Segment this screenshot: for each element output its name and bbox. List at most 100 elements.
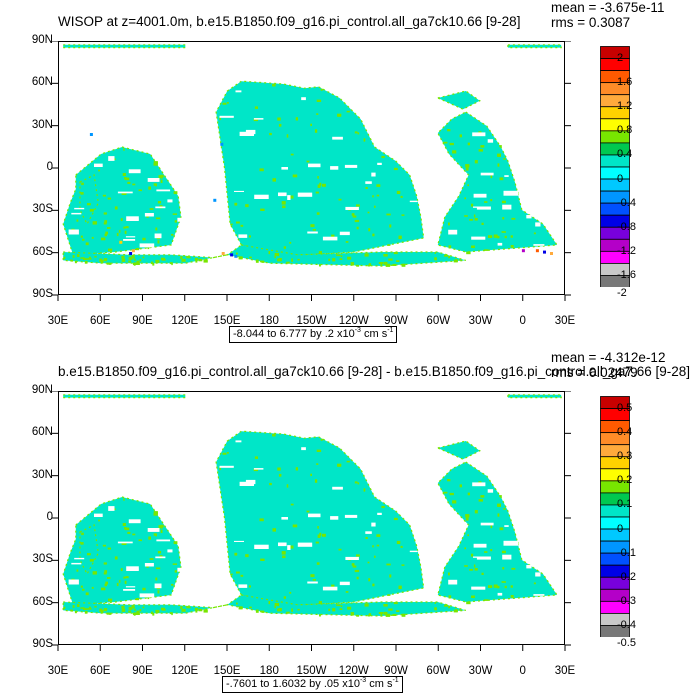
field-speckle [84,261,88,264]
colorbar [600,46,630,287]
field-speckle [464,215,468,217]
field-speckle [260,208,265,211]
field-speckle [171,233,174,236]
field-gap [332,136,343,140]
field-speckle [504,585,507,589]
field-speckle [314,479,318,483]
field-speckle [272,433,276,437]
field-speckle [493,234,498,238]
field-speckle [135,612,140,615]
field-speckle [253,468,258,472]
field-speckle [138,539,142,542]
field-gap [301,447,306,451]
ocean-region [62,44,186,49]
field-speckle [374,555,376,558]
field-speckle [100,259,104,264]
y-tick-label: 90N [31,384,53,396]
field-speckle [269,132,272,136]
field-speckle [385,263,391,267]
field-speckle [368,263,372,266]
field-speckle [511,567,516,570]
field-speckle [469,568,473,571]
ocean-field-map [62,44,562,267]
field-speckle [350,262,355,266]
field-speckle [121,255,125,259]
ocean-region [79,174,99,226]
field-speckle [490,199,493,202]
field-speckle [157,551,162,554]
field-gap [156,539,171,542]
field-speckle [82,238,85,241]
field-speckle [442,491,448,494]
field-speckle [483,249,489,251]
colorbar-label: 1.6 [617,76,633,89]
field-speckle [295,117,298,121]
field-speckle [328,258,331,262]
field-speckle [490,549,493,552]
field-speckle [493,584,498,588]
colorbar-swatch [600,625,630,637]
field-speckle [320,438,323,441]
x-tick-label: 30W [468,665,493,677]
field-speckle [372,545,374,548]
field-speckle [157,201,162,204]
field-speckle [121,258,126,262]
field-speckle [139,259,142,262]
x-tick-label: 90E [132,315,153,327]
field-speckle [116,232,119,237]
field-gap [332,486,343,490]
field-speckle [281,551,286,555]
field-speckle [89,558,94,562]
field-speckle [152,262,155,266]
field-gap [322,586,338,591]
field-speckle [464,565,468,567]
field-speckle [128,256,133,260]
field-speckle [316,463,319,465]
field-speckle [245,204,249,208]
field-speckle [277,467,281,471]
field-speckle [286,261,290,264]
field-speckle [383,611,388,615]
field-anomaly [221,252,225,255]
field-speckle [363,138,366,142]
field-speckle [378,262,384,264]
field-speckle [274,602,280,607]
field-speckle [147,245,150,250]
field-speckle [444,604,448,607]
field-gap [504,175,509,177]
field-speckle [122,523,126,526]
field-speckle [286,611,290,614]
field-speckle [501,200,506,204]
field-speckle [386,563,391,566]
field-speckle [76,604,80,607]
field-speckle [499,527,504,531]
colorbar-label: 2 [617,52,624,65]
field-anomaly [213,198,217,202]
field-speckle [149,558,154,560]
field-speckle [291,258,293,262]
field-speckle [396,190,401,194]
field-speckle [474,568,478,571]
field-speckle [448,245,452,249]
field-speckle [76,254,80,257]
field-speckle [310,224,315,228]
field-speckle [317,184,321,188]
x-tick-label: 30E [47,665,69,677]
field-speckle [385,613,391,617]
field-gap [94,163,103,167]
field-speckle [383,254,388,257]
field-speckle [142,606,145,609]
field-speckle [401,263,406,267]
field-anomaly [129,252,133,255]
field-speckle [87,258,92,260]
x-tick-label: 120W [338,315,369,327]
field-speckle [357,132,360,135]
field-gap [533,594,545,596]
x-tick-label: 30E [47,315,69,327]
field-gap [472,482,486,487]
field-gap [480,172,494,176]
field-speckle [109,263,112,265]
field-speckle [448,595,452,599]
field-speckle [502,567,505,570]
field-speckle [63,256,66,260]
